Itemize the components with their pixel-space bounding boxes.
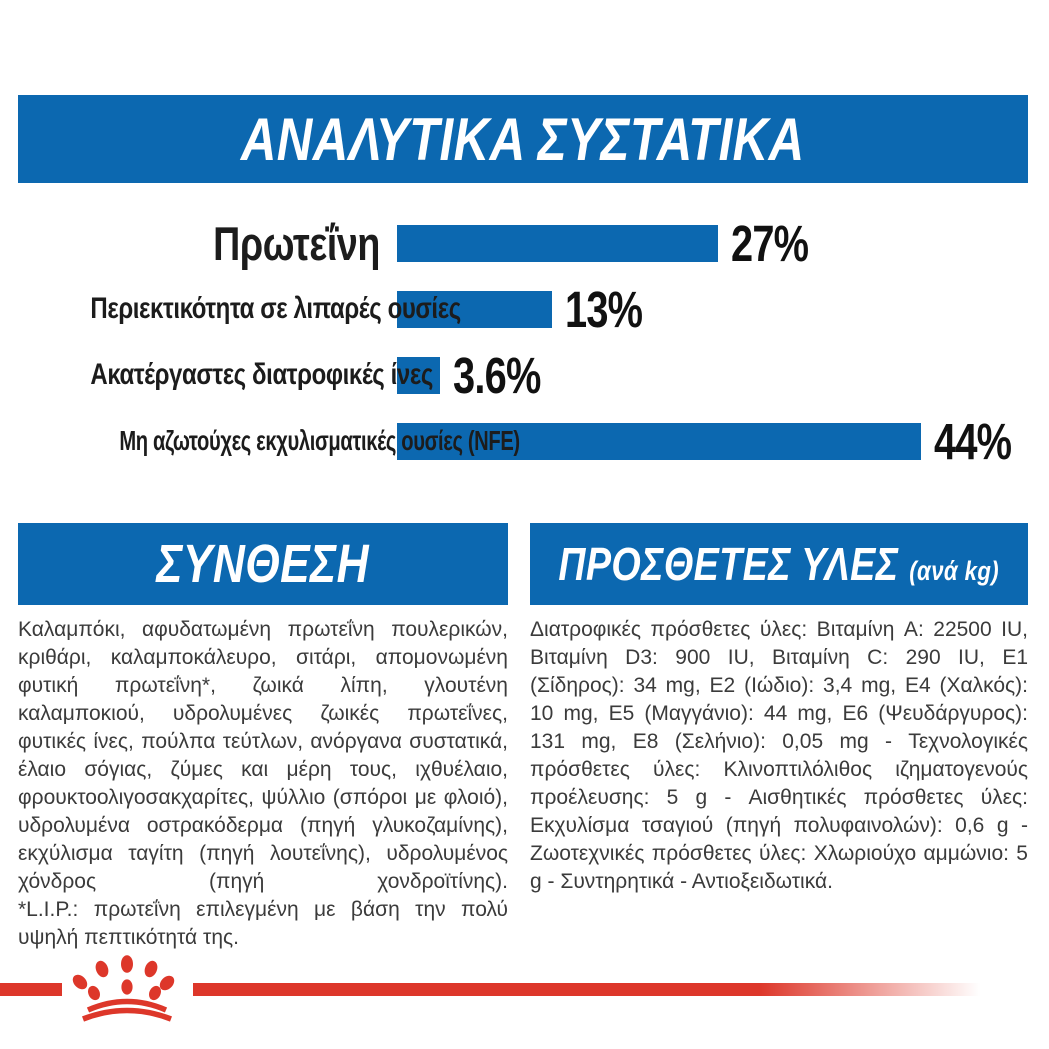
additives-body: Διατροφικές πρόσθετες ύλες: Βιταμίνη A: …: [530, 618, 1028, 893]
chart-row: Μη αζωτούχες εκχυλισματικές ουσίες (NFE)…: [18, 408, 1028, 474]
chart-row: Πρωτεΐνη 27%: [18, 210, 1028, 276]
composition-title: ΣΥΝΘΕΣΗ: [156, 534, 370, 594]
chart-bar: [397, 356, 440, 394]
royal-canin-crown-icon: [72, 955, 175, 1022]
chart-row-label: Ακατέργαστες διατροφικές ίνες: [90, 358, 433, 391]
additives-text: Διατροφικές πρόσθετες ύλες: Βιταμίνη A: …: [530, 616, 1028, 896]
brand-divider-line-left: [0, 983, 62, 996]
chart-bar-value: 13%: [565, 280, 643, 338]
additives-banner: ΠΡΟΣΘΕΤΕΣ ΥΛΕΣ (ανά kg): [530, 523, 1028, 605]
chart-bar-value: 44%: [934, 412, 1012, 470]
chart-row-label: Περιεκτικότητα σε λιπαρές ουσίες: [90, 292, 461, 325]
additives-title: ΠΡΟΣΘΕΤΕΣ ΥΛΕΣ (ανά kg): [558, 538, 1000, 590]
composition-body: Καλαμπόκι, αφυδατωμένη πρωτεΐνη πουλερικ…: [18, 618, 508, 893]
chart-bar: [397, 422, 921, 460]
additives-title-suffix: (ανά kg): [909, 556, 1000, 586]
chart-row: Περιεκτικότητα σε λιπαρές ουσίες 13%: [18, 276, 1028, 342]
chart-bar: [397, 290, 552, 328]
composition-banner: ΣΥΝΘΕΣΗ: [18, 523, 508, 605]
chart-bar: [397, 224, 718, 262]
analytical-title: ΑΝΑΛΥΤΙΚΑ ΣΥΣΤΑΤΙΚΑ: [241, 105, 805, 173]
chart-row-label: Μη αζωτούχες εκχυλισματικές ουσίες (NFE): [119, 425, 520, 456]
composition-lip-note: *L.I.P.: πρωτεΐνη επιλεγμένη με βάση την…: [18, 898, 508, 949]
chart-bar-value: 27%: [731, 214, 809, 272]
analytical-title-banner: ΑΝΑΛΥΤΙΚΑ ΣΥΣΤΑΤΙΚΑ: [18, 95, 1028, 183]
chart-bar-value: 3.6%: [453, 346, 541, 404]
brand-divider-line-right: [193, 983, 980, 996]
composition-text: Καλαμπόκι, αφυδατωμένη πρωτεΐνη πουλερικ…: [18, 616, 508, 952]
chart-row: Ακατέργαστες διατροφικές ίνες 3.6%: [18, 342, 1028, 408]
analytical-chart: Πρωτεΐνη 27% Περιεκτικότητα σε λιπαρές ουσ…: [18, 210, 1028, 474]
chart-row-label: Πρωτεΐνη: [213, 216, 380, 270]
